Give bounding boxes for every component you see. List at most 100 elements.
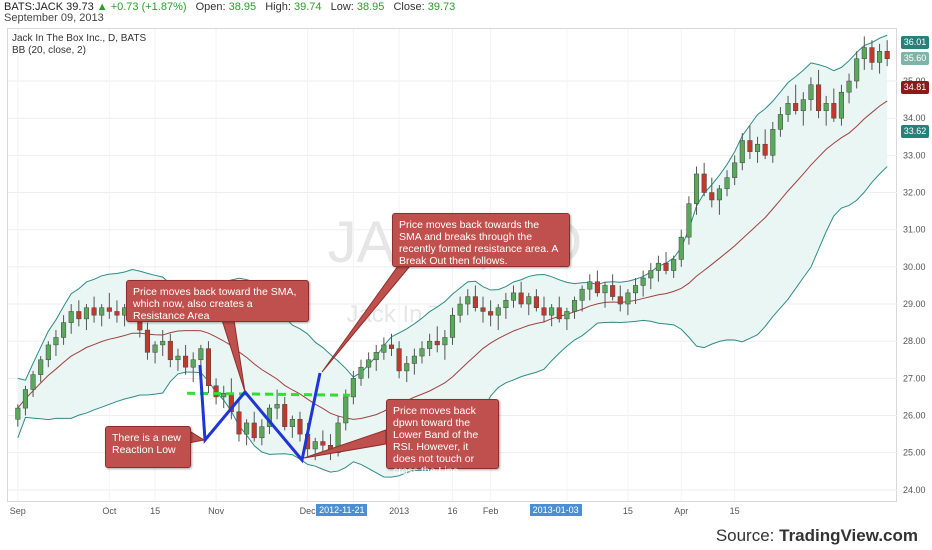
callout-breakout: Price moves back towards the SMA and bre…	[392, 213, 570, 267]
candle-body	[823, 103, 829, 112]
candle-body	[404, 363, 410, 372]
candle-body	[671, 259, 677, 271]
candle-body	[198, 348, 204, 361]
candle-body	[747, 140, 753, 152]
candle-body	[213, 385, 219, 398]
candle-body	[38, 359, 44, 375]
candle-body	[350, 378, 356, 398]
candle-body	[724, 177, 730, 190]
y-tick-label: 29.00	[903, 299, 926, 309]
y-tick-label: 28.00	[903, 336, 926, 346]
price-tag: 36.01	[901, 36, 929, 50]
candle-body	[854, 58, 860, 82]
up-arrow-icon: ▲	[96, 1, 108, 13]
price-tag: 35.60	[901, 51, 929, 65]
open-value: 38.95	[228, 1, 257, 13]
bb-band-fill	[17, 35, 888, 478]
candle-body	[22, 389, 28, 409]
x-tick-label: Apr	[674, 506, 688, 516]
candle-body	[373, 352, 379, 361]
candle-body	[53, 337, 59, 346]
candle-body	[549, 307, 555, 316]
symbol-label: BATS:JACK	[4, 1, 64, 13]
y-tick-label: 35.00	[903, 76, 926, 86]
date-tag: 2013-01-03	[529, 504, 582, 516]
candle-body	[777, 114, 783, 130]
candle-body	[343, 396, 349, 424]
x-tick-label: 15	[623, 506, 633, 516]
candle-body	[846, 80, 852, 93]
candle-body	[732, 162, 738, 178]
plot-frame	[7, 28, 897, 502]
candle-body	[716, 188, 722, 201]
candle-body	[427, 340, 433, 349]
y-tick-label: 27.00	[903, 373, 926, 383]
candle-body	[259, 426, 265, 439]
candle-body	[434, 340, 440, 346]
candle-body	[617, 296, 623, 305]
candle-body	[297, 418, 303, 435]
x-tick-label: 15	[730, 506, 740, 516]
candle-body	[449, 314, 456, 338]
candle-body	[358, 366, 364, 379]
resistance-line	[186, 391, 351, 397]
candle-body	[236, 411, 242, 435]
candle-body	[411, 355, 417, 364]
candle-body	[144, 329, 150, 353]
candle-body	[366, 359, 372, 368]
x-tick-label: Dec	[300, 506, 317, 516]
price-tag: 33.62	[901, 125, 929, 139]
candle-body	[76, 311, 82, 320]
candle-body	[152, 344, 158, 353]
candle-body	[457, 303, 463, 316]
candle-body	[800, 99, 806, 112]
candle-body	[106, 307, 112, 312]
candle-body	[205, 348, 212, 387]
candle-body	[541, 307, 547, 316]
candle-body	[465, 296, 471, 305]
candle-body	[160, 340, 166, 346]
close-value: 39.73	[427, 1, 456, 13]
candle-body	[701, 173, 707, 193]
candle-body	[678, 236, 684, 260]
close-label: Close:	[393, 1, 425, 13]
candle-body	[99, 307, 105, 316]
candle-body	[861, 47, 867, 59]
source-credit: Source: TradingView.com	[716, 526, 918, 546]
high-label: High:	[265, 1, 291, 13]
y-tick-label: 26.00	[903, 411, 926, 421]
pane-title: Jack In The Box Inc., D, BATS	[12, 33, 147, 44]
candle-body	[686, 203, 692, 238]
candle-body	[770, 129, 776, 156]
y-tick-label: 34.00	[903, 113, 926, 123]
candle-body	[831, 103, 837, 119]
candle-body	[114, 311, 120, 316]
open-label: Open:	[195, 1, 226, 13]
candle-body	[503, 300, 509, 308]
candle-body	[533, 296, 539, 308]
candle-body	[655, 262, 661, 271]
callout-lower-band: Price moves back dpwn toward the Lower B…	[386, 399, 499, 477]
x-tick-label: Nov	[208, 506, 225, 516]
high-value: 39.74	[293, 1, 322, 13]
change-value: +0.73 (+1.87%)	[110, 1, 187, 13]
candle-body	[167, 340, 173, 361]
candle-body	[30, 374, 36, 390]
callout-reaction-low: There is a new Reaction Low	[105, 426, 191, 468]
candle-body	[610, 285, 616, 297]
candle-body	[663, 262, 669, 271]
callout-sma-resistance: Price moves back toward the SMA, which n…	[126, 280, 309, 322]
candle-body	[693, 173, 700, 204]
y-tick-label: 30.00	[903, 262, 926, 272]
candle-body	[68, 311, 74, 323]
candle-body	[739, 140, 745, 164]
candle-body	[869, 47, 875, 63]
candle-body	[83, 307, 89, 320]
candle-body	[183, 355, 189, 368]
candle-body	[785, 103, 791, 115]
candle-body	[480, 307, 486, 312]
candle-body	[594, 281, 600, 294]
candle-body	[396, 348, 402, 372]
candle-body	[579, 288, 585, 301]
y-tick-label: 25.00	[903, 448, 926, 458]
